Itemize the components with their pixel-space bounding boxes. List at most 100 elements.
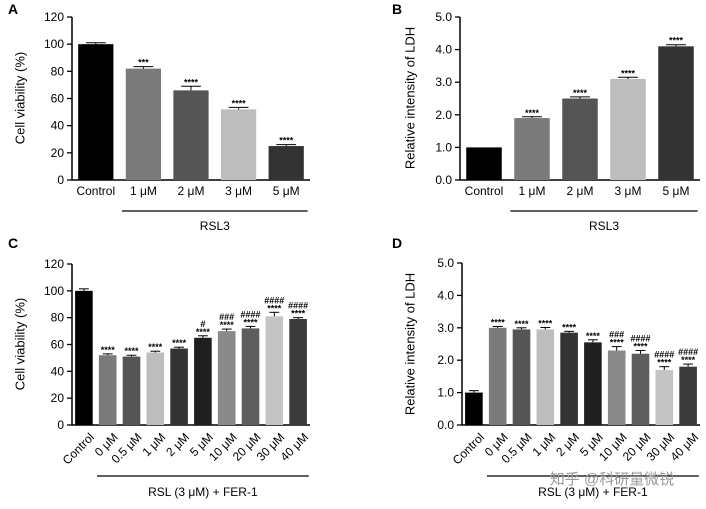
- bar-a-4: [268, 146, 304, 180]
- bar-b-1: [514, 118, 550, 180]
- sig-star-c-3: ****: [148, 342, 163, 352]
- bar-a-0: [78, 44, 114, 180]
- x-tick-label-a-3: 3 μM: [225, 184, 252, 198]
- bar-b-3: [610, 78, 646, 180]
- sig-star-a-2: ****: [184, 77, 199, 87]
- y-axis-title-c: Cell viability (%): [12, 298, 27, 390]
- y-tick-label-b-0: 0.0: [435, 173, 452, 187]
- y-tick-label-a-3: 60: [51, 92, 65, 106]
- y-tick-label-c-3: 60: [51, 338, 65, 352]
- y-tick-label-a-4: 80: [51, 64, 65, 78]
- sig-star-d-9: ****: [681, 355, 696, 365]
- y-tick-label-a-6: 120: [44, 10, 64, 24]
- bar-d-4: [560, 332, 578, 425]
- panel-label-d: D: [392, 235, 402, 251]
- y-axis-title-b: Relative intensity of LDH: [402, 27, 417, 169]
- sig-star-d-2: ****: [514, 319, 529, 329]
- bar-d-0: [465, 392, 483, 425]
- x-tick-label-b-3: 3 μM: [615, 184, 642, 198]
- sig-hash-c-6: ###: [219, 312, 234, 322]
- panel-label-b: B: [392, 1, 402, 17]
- y-tick-label-b-1: 1.0: [435, 140, 452, 154]
- sig-star-c-8: ****: [267, 303, 282, 313]
- y-tick-label-c-1: 20: [51, 391, 65, 405]
- panel-label-a: A: [8, 1, 18, 17]
- bar-b-2: [562, 98, 598, 180]
- sig-star-d-6: ****: [610, 338, 625, 348]
- bar-a-3: [220, 109, 257, 180]
- bar-c-3: [146, 352, 165, 425]
- bar-d-2: [512, 329, 531, 425]
- sig-star-d-1: ****: [491, 318, 506, 328]
- sig-hash-d-6: ###: [609, 330, 624, 340]
- y-tick-label-d-3: 3.0: [437, 321, 454, 335]
- sig-hash-c-5: #: [200, 319, 205, 329]
- y-tick-label-d-4: 4.0: [437, 288, 454, 302]
- bar-c-2: [122, 356, 141, 425]
- sig-star-b-3: ****: [621, 68, 636, 78]
- y-tick-label-a-1: 20: [51, 146, 65, 160]
- y-tick-label-b-5: 5.0: [435, 10, 452, 24]
- y-tick-label-c-0: 0: [57, 418, 64, 432]
- sig-star-d-5: ****: [586, 331, 601, 341]
- bar-b-0: [466, 147, 502, 180]
- x-tick-label-b-1: 1 μM: [519, 184, 546, 198]
- x-tick-label-c-4: 2 μM: [163, 430, 192, 459]
- y-axis-title-a: Cell viability (%): [12, 52, 27, 144]
- x-tick-label-b-0: Control: [465, 184, 504, 198]
- sig-star-d-7: ****: [633, 341, 648, 351]
- group-label-d: RSL (3 μM) + FER-1: [538, 485, 648, 499]
- x-tick-label-d-4: 2 μM: [553, 430, 582, 459]
- y-tick-label-d-1: 1.0: [437, 386, 454, 400]
- y-tick-label-d-5: 5.0: [437, 256, 454, 270]
- sig-star-c-2: ****: [124, 346, 139, 356]
- x-tick-label-b-2: 2 μM: [567, 184, 594, 198]
- x-tick-label-d-3: 1 μM: [529, 430, 558, 459]
- sig-star-a-4: ****: [279, 136, 294, 146]
- bar-c-6: [217, 331, 236, 425]
- sig-star-d-4: ****: [562, 322, 577, 332]
- bar-d-9: [679, 366, 697, 425]
- y-tick-label-b-2: 2.0: [435, 108, 452, 122]
- bar-a-2: [173, 90, 209, 180]
- y-tick-label-a-5: 100: [44, 37, 64, 51]
- sig-star-b-4: ****: [669, 36, 684, 46]
- bar-c-5: [194, 337, 212, 425]
- group-label-b: RSL3: [589, 219, 619, 233]
- y-tick-label-d-0: 0.0: [437, 418, 454, 432]
- sig-star-d-8: ****: [657, 358, 672, 368]
- x-tick-label-a-2: 2 μM: [178, 184, 205, 198]
- y-tick-label-b-4: 4.0: [435, 43, 452, 57]
- x-tick-label-c-9: 40 μM: [278, 430, 312, 464]
- y-tick-label-d-2: 2.0: [437, 353, 454, 367]
- x-tick-label-a-0: Control: [76, 184, 115, 198]
- sig-star-a-1: ***: [138, 58, 149, 68]
- bar-d-5: [584, 342, 602, 425]
- y-tick-label-a-0: 0: [57, 173, 64, 187]
- sig-hash-d-9: ####: [678, 347, 698, 357]
- group-label-a: RSL3: [200, 219, 230, 233]
- x-tick-label-d-9: 40 μM: [668, 430, 702, 464]
- sig-star-a-3: ****: [232, 98, 247, 108]
- bar-d-3: [536, 329, 555, 425]
- panel-label-c: C: [8, 235, 18, 251]
- y-tick-label-a-2: 40: [51, 119, 65, 133]
- y-tick-label-c-4: 80: [51, 311, 65, 325]
- x-tick-label-a-1: 1 μM: [130, 184, 157, 198]
- group-label-c: RSL (3 μM) + FER-1: [148, 485, 258, 499]
- sig-star-c-4: ****: [172, 338, 187, 348]
- bar-c-4: [170, 348, 188, 425]
- x-tick-label-b-4: 5 μM: [663, 184, 690, 198]
- x-tick-label-a-4: 5 μM: [273, 184, 300, 198]
- sig-star-c-6: ****: [220, 320, 235, 330]
- bar-c-0: [75, 290, 93, 425]
- y-tick-label-c-5: 100: [44, 284, 64, 298]
- sig-hash-c-7: ####: [240, 309, 260, 319]
- x-tick-label-c-3: 1 μM: [139, 430, 168, 459]
- bar-c-8: [265, 316, 284, 425]
- sig-star-c-7: ****: [243, 317, 258, 327]
- bar-c-1: [98, 355, 117, 425]
- bar-d-7: [631, 353, 650, 425]
- sig-star-c-1: ****: [101, 345, 116, 355]
